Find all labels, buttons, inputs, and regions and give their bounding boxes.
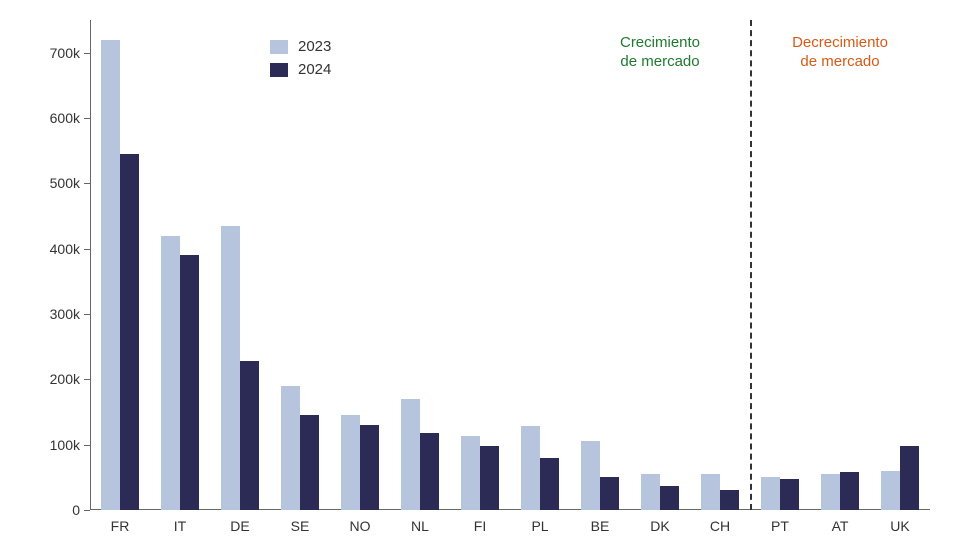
y-tick-mark	[84, 249, 90, 250]
bar	[881, 471, 900, 510]
y-tick-label: 400k	[10, 241, 80, 257]
legend-label: 2023	[298, 38, 331, 55]
bar	[701, 474, 720, 510]
y-tick-mark	[84, 53, 90, 54]
x-tick-label: AT	[832, 518, 849, 534]
bar	[360, 425, 379, 510]
x-tick-label: DK	[650, 518, 669, 534]
y-tick-mark	[84, 510, 90, 511]
bar	[461, 436, 480, 510]
legend-item: 2023	[270, 38, 331, 55]
plot-area	[90, 20, 930, 510]
bar	[401, 399, 420, 510]
legend-swatch	[270, 63, 288, 77]
bar	[161, 236, 180, 510]
bar	[720, 490, 739, 510]
bar	[821, 474, 840, 510]
bar	[341, 415, 360, 510]
x-tick-label: SE	[291, 518, 310, 534]
x-tick-label: PT	[771, 518, 789, 534]
bar	[480, 446, 499, 510]
bar	[641, 474, 660, 510]
market-chart: 2023 2024 0 100k 200k 300k 400k 500k 600k 700k FR…	[0, 0, 980, 560]
bar	[221, 226, 240, 510]
bar	[240, 361, 259, 510]
x-tick-label: NL	[411, 518, 429, 534]
x-tick-label: DE	[230, 518, 249, 534]
x-tick-label: UK	[890, 518, 909, 534]
legend-item: 2024	[270, 61, 331, 78]
y-axis	[90, 20, 91, 510]
y-tick-label: 0	[10, 502, 80, 518]
bar	[101, 40, 120, 510]
x-tick-label: NO	[350, 518, 371, 534]
y-tick-label: 600k	[10, 110, 80, 126]
annotation: Crecimientode mercado	[620, 34, 700, 72]
bar	[761, 477, 780, 510]
y-tick-label: 700k	[10, 45, 80, 61]
y-tick-label: 500k	[10, 175, 80, 191]
y-tick-label: 200k	[10, 371, 80, 387]
bar	[180, 255, 199, 510]
y-tick-mark	[84, 183, 90, 184]
y-tick-mark	[84, 379, 90, 380]
legend: 2023 2024	[270, 38, 331, 84]
bar	[900, 446, 919, 510]
bar	[581, 441, 600, 510]
bar	[300, 415, 319, 510]
bar	[281, 386, 300, 510]
bar	[540, 458, 559, 510]
bar	[660, 486, 679, 510]
bar	[120, 154, 139, 510]
bar	[600, 477, 619, 510]
y-tick-mark	[84, 118, 90, 119]
annotation: Decrecimientode mercado	[792, 34, 888, 72]
section-divider	[750, 20, 752, 510]
y-tick-label: 300k	[10, 306, 80, 322]
x-tick-label: FI	[474, 518, 486, 534]
x-tick-label: BE	[591, 518, 610, 534]
legend-swatch	[270, 40, 288, 54]
bar	[521, 426, 540, 510]
y-tick-label: 100k	[10, 437, 80, 453]
bar	[840, 472, 859, 510]
y-tick-mark	[84, 314, 90, 315]
x-axis	[90, 509, 930, 510]
x-tick-label: IT	[174, 518, 186, 534]
y-tick-mark	[84, 445, 90, 446]
bar	[420, 433, 439, 510]
bar	[780, 479, 799, 510]
x-tick-label: CH	[710, 518, 730, 534]
x-tick-label: PL	[531, 518, 548, 534]
legend-label: 2024	[298, 61, 331, 78]
x-tick-label: FR	[111, 518, 130, 534]
